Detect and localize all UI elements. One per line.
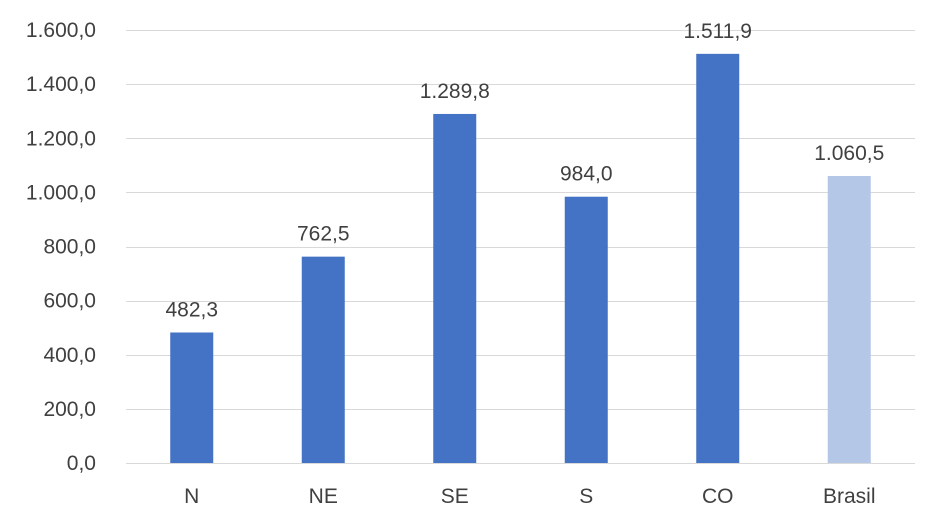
y-tick-label: 1.000,0: [26, 181, 96, 204]
x-tick-label: S: [579, 485, 593, 508]
x-tick-label: NE: [309, 485, 338, 508]
bar: [170, 332, 214, 463]
x-tick-label: N: [184, 485, 199, 508]
data-labels: 482,3 762,5 1.289,8 984,0 1.511,9 1.060,5: [165, 20, 884, 322]
y-tick-label: 1.400,0: [26, 73, 96, 96]
gridlines: [126, 30, 915, 464]
y-tick-label: 1.200,0: [26, 127, 96, 150]
data-label: 1.289,8: [420, 80, 490, 103]
x-tick-label: Brasil: [823, 485, 876, 508]
bar: [564, 196, 608, 463]
y-tick-label: 400,0: [43, 344, 96, 367]
x-axis: N NE SE S CO Brasil: [184, 485, 875, 508]
data-label: 1.060,5: [814, 142, 884, 165]
y-tick-label: 600,0: [43, 290, 96, 313]
y-tick-label: 0,0: [67, 452, 96, 475]
y-tick-label: 1.600,0: [26, 19, 96, 42]
y-axis: 0,0 200,0 400,0 600,0 800,0 1.000,0 1.200,0 1.4…: [26, 19, 96, 475]
data-label: 984,0: [560, 163, 613, 186]
bar: [696, 53, 740, 463]
bar: [433, 113, 477, 463]
x-tick-label: CO: [702, 485, 734, 508]
y-tick-label: 200,0: [43, 398, 96, 421]
data-label: 482,3: [165, 298, 218, 321]
bar: [827, 176, 871, 463]
y-tick-label: 800,0: [43, 236, 96, 259]
bar: [301, 256, 345, 463]
data-label: 762,5: [297, 223, 350, 246]
data-label: 1.511,9: [683, 20, 752, 43]
x-tick-label: SE: [441, 485, 469, 508]
bars: [170, 53, 871, 463]
